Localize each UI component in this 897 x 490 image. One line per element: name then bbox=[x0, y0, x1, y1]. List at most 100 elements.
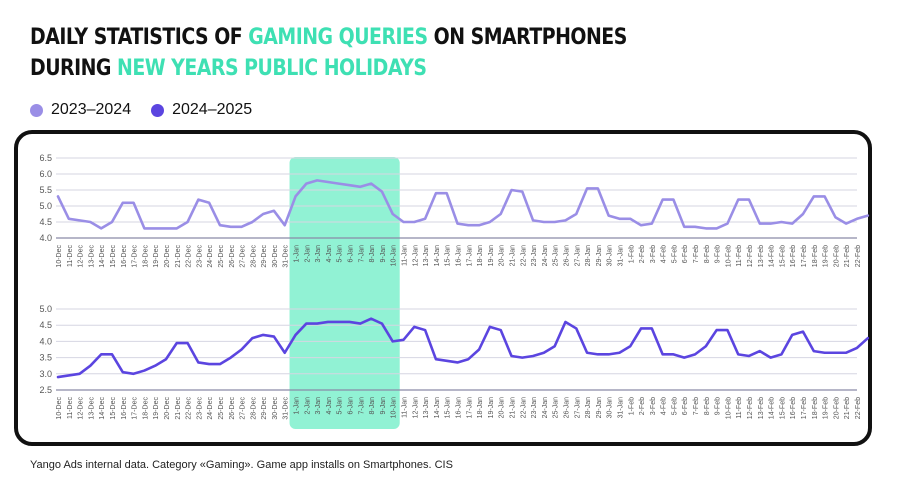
chart-frame bbox=[14, 130, 872, 446]
x-tick-label: 9-Jan bbox=[380, 245, 387, 263]
x-tick-label: 10-Feb bbox=[725, 245, 732, 267]
title-highlight: NEW YEARS PUBLIC HOLIDAYS bbox=[117, 56, 427, 81]
legend-item-2023-2024: 2023–2024 bbox=[30, 101, 131, 119]
x-tick-label: 19-Jan bbox=[488, 397, 495, 419]
x-tick-label: 22-Jan bbox=[520, 397, 527, 419]
x-tick-label: 15-Jan bbox=[445, 245, 452, 267]
title-text: DURING bbox=[30, 56, 118, 81]
x-tick-label: 9-Feb bbox=[715, 397, 722, 415]
x-tick-label: 24-Dec bbox=[207, 397, 214, 420]
title-line2: DURING NEW YEARS PUBLIC HOLIDAYS bbox=[30, 56, 427, 81]
chart-title: DAILY STATISTICS OF GAMING QUERIES ON SM… bbox=[30, 22, 627, 84]
x-tick-label: 1-Jan bbox=[294, 245, 301, 263]
x-tick-label: 12-Feb bbox=[747, 397, 754, 419]
x-tick-label: 21-Jan bbox=[509, 245, 516, 267]
x-tick-label: 24-Jan bbox=[542, 397, 549, 419]
y-tick-label: 6.0 bbox=[39, 169, 52, 179]
x-tick-label: 26-Jan bbox=[563, 245, 570, 267]
x-tick-label: 21-Jan bbox=[509, 397, 516, 419]
x-tick-label: 14-Jan bbox=[434, 397, 441, 419]
x-tick-label: 2-Feb bbox=[639, 245, 646, 263]
x-tick-label: 13-Jan bbox=[423, 245, 430, 267]
x-tick-label: 29-Dec bbox=[261, 245, 268, 268]
x-tick-label: 5-Jan bbox=[337, 397, 344, 415]
y-tick-label: 3.5 bbox=[39, 353, 52, 363]
x-tick-label: 7-Jan bbox=[358, 397, 365, 415]
x-tick-label: 22-Feb bbox=[855, 245, 862, 267]
x-tick-label: 30-Dec bbox=[272, 245, 279, 268]
x-tick-label: 17-Jan bbox=[466, 245, 473, 267]
x-tick-label: 8-Feb bbox=[704, 245, 711, 263]
x-tick-label: 6-Feb bbox=[682, 245, 689, 263]
x-tick-label: 8-Jan bbox=[369, 245, 376, 263]
x-tick-label: 13-Dec bbox=[88, 245, 95, 268]
x-tick-label: 21-Feb bbox=[844, 245, 851, 267]
x-tick-label: 18-Feb bbox=[812, 245, 819, 267]
title-highlight: GAMING QUERIES bbox=[248, 25, 428, 50]
x-tick-label: 12-Jan bbox=[412, 397, 419, 419]
x-tick-label: 30-Dec bbox=[272, 397, 279, 420]
title-text: DAILY STATISTICS OF bbox=[30, 25, 249, 50]
x-tick-label: 21-Dec bbox=[175, 245, 182, 268]
x-tick-label: 15-Feb bbox=[779, 397, 786, 419]
x-tick-label: 4-Jan bbox=[326, 397, 333, 415]
x-tick-label: 25-Jan bbox=[553, 397, 560, 419]
x-tick-label: 31-Dec bbox=[283, 397, 290, 420]
x-tick-label: 15-Dec bbox=[110, 245, 117, 268]
x-tick-label: 11-Jan bbox=[402, 397, 409, 418]
title-text: ON SMARTPHONES bbox=[427, 25, 628, 50]
y-tick-label: 5.5 bbox=[39, 185, 52, 195]
x-tick-label: 19-Feb bbox=[823, 245, 830, 267]
x-tick-label: 17-Dec bbox=[132, 397, 139, 420]
x-tick-label: 1-Feb bbox=[628, 245, 635, 263]
x-tick-label: 16-Jan bbox=[456, 245, 463, 267]
x-tick-label: 27-Dec bbox=[240, 245, 247, 268]
x-tick-label: 10-Dec bbox=[56, 397, 63, 420]
x-tick-label: 26-Jan bbox=[563, 397, 570, 419]
x-tick-label: 25-Jan bbox=[553, 245, 560, 267]
x-tick-label: 20-Jan bbox=[499, 245, 506, 267]
x-tick-label: 19-Jan bbox=[488, 245, 495, 267]
x-tick-label: 16-Feb bbox=[790, 245, 797, 267]
x-tick-label: 18-Dec bbox=[142, 245, 149, 268]
x-tick-label: 10-Jan bbox=[391, 245, 398, 267]
x-tick-label: 20-Jan bbox=[499, 397, 506, 419]
x-tick-label: 22-Dec bbox=[186, 245, 193, 268]
x-tick-label: 20-Feb bbox=[833, 397, 840, 419]
x-tick-label: 10-Jan bbox=[391, 397, 398, 419]
x-tick-label: 13-Jan bbox=[423, 397, 430, 419]
x-tick-label: 17-Jan bbox=[466, 397, 473, 419]
legend-item-2024-2025: 2024–2025 bbox=[151, 101, 252, 119]
x-tick-label: 30-Jan bbox=[607, 397, 614, 419]
x-tick-label: 11-Dec bbox=[67, 397, 74, 420]
y-tick-label: 6.5 bbox=[39, 153, 52, 163]
x-tick-label: 25-Dec bbox=[218, 397, 225, 420]
x-tick-label: 8-Feb bbox=[704, 397, 711, 415]
x-tick-label: 2-Jan bbox=[304, 245, 311, 263]
x-tick-label: 29-Dec bbox=[261, 397, 268, 420]
x-tick-label: 5-Feb bbox=[671, 245, 678, 263]
x-tick-label: 22-Jan bbox=[520, 245, 527, 267]
x-tick-label: 1-Jan bbox=[294, 397, 301, 415]
x-tick-label: 29-Jan bbox=[596, 397, 603, 419]
legend-label: 2024–2025 bbox=[172, 101, 253, 118]
x-tick-label: 5-Jan bbox=[337, 245, 344, 263]
x-tick-label: 19-Feb bbox=[823, 397, 830, 419]
x-tick-label: 20-Feb bbox=[833, 245, 840, 267]
x-tick-label: 16-Jan bbox=[456, 397, 463, 419]
x-tick-label: 10-Feb bbox=[725, 397, 732, 419]
x-tick-label: 16-Dec bbox=[121, 245, 128, 268]
x-tick-label: 23-Jan bbox=[531, 245, 538, 267]
x-tick-label: 3-Jan bbox=[315, 397, 322, 415]
x-tick-label: 7-Jan bbox=[358, 245, 365, 263]
y-tick-label: 2.5 bbox=[39, 385, 52, 395]
legend-swatch bbox=[30, 103, 43, 117]
title-line1: DAILY STATISTICS OF GAMING QUERIES ON SM… bbox=[30, 25, 627, 50]
x-tick-label: 18-Feb bbox=[812, 397, 819, 419]
x-tick-label: 3-Feb bbox=[650, 397, 657, 415]
x-tick-label: 20-Dec bbox=[164, 397, 171, 420]
x-tick-label: 24-Dec bbox=[207, 245, 214, 268]
x-tick-label: 4-Jan bbox=[326, 245, 333, 263]
x-tick-label: 17-Feb bbox=[801, 245, 808, 267]
x-tick-label: 8-Jan bbox=[369, 397, 376, 415]
